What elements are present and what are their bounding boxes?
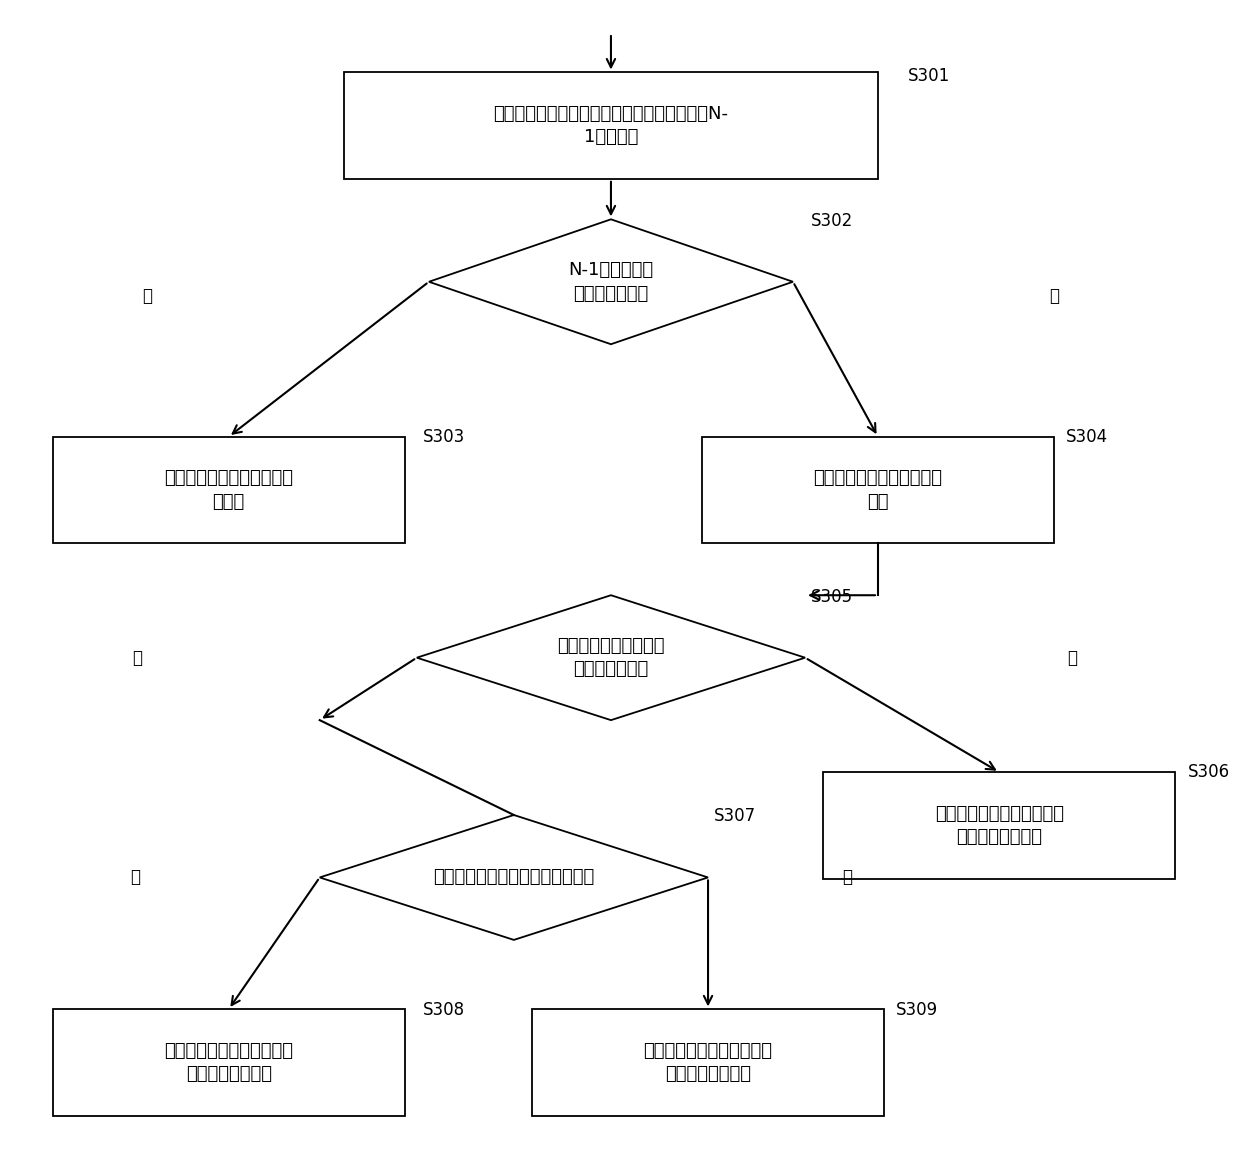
Text: S306: S306 [1188, 763, 1230, 782]
Text: S304: S304 [1066, 428, 1109, 446]
Polygon shape [320, 816, 708, 940]
Text: 是: 是 [1068, 649, 1078, 666]
Text: 否: 否 [843, 868, 853, 887]
Text: 是: 是 [130, 868, 140, 887]
Text: N-1个拟合度均
小于第一阈值？: N-1个拟合度均 小于第一阈值？ [568, 261, 653, 303]
Text: 对第一预设区间曲线进行直线性度拟合，得到N-
1个拟合度: 对第一预设区间曲线进行直线性度拟合，得到N- 1个拟合度 [494, 105, 728, 147]
FancyBboxPatch shape [823, 772, 1176, 878]
FancyBboxPatch shape [532, 1009, 884, 1116]
Text: S307: S307 [714, 807, 756, 825]
Text: 判定存在旁路二极管导通型
热斑: 判定存在旁路二极管导通型 热斑 [813, 469, 942, 510]
Text: 拟合直线的斜率绝对值
小于第二阈值？: 拟合直线的斜率绝对值 小于第二阈值？ [557, 637, 665, 678]
FancyBboxPatch shape [343, 72, 878, 178]
Text: 是: 是 [143, 287, 153, 304]
Text: 判定存在的旁路二极管导通
型热斑为中度热斑: 判定存在的旁路二极管导通 型热斑为中度热斑 [164, 1042, 293, 1083]
Text: 判定存在的旁路二极管导通
型热斑为重度热斑: 判定存在的旁路二极管导通 型热斑为重度热斑 [644, 1042, 773, 1083]
Text: S309: S309 [897, 1001, 939, 1018]
Text: 否: 否 [1049, 287, 1059, 304]
Polygon shape [417, 595, 805, 720]
Text: 判定存在的旁路二极管导通
型热斑为轻度热斑: 判定存在的旁路二极管导通 型热斑为轻度热斑 [935, 805, 1064, 846]
FancyBboxPatch shape [53, 1009, 404, 1116]
Text: S301: S301 [908, 68, 951, 85]
Text: 判定不存在旁路二极管导通
型热斑: 判定不存在旁路二极管导通 型热斑 [164, 469, 293, 510]
FancyBboxPatch shape [53, 437, 404, 543]
Text: S303: S303 [423, 428, 465, 446]
Text: S302: S302 [811, 212, 853, 230]
Text: S308: S308 [423, 1001, 465, 1018]
Text: S305: S305 [811, 587, 853, 606]
FancyBboxPatch shape [702, 437, 1054, 543]
Polygon shape [429, 219, 794, 344]
Text: 拟合直线的拟合度小于第三阈值？: 拟合直线的拟合度小于第三阈值？ [433, 868, 594, 887]
Text: 否: 否 [133, 649, 143, 666]
